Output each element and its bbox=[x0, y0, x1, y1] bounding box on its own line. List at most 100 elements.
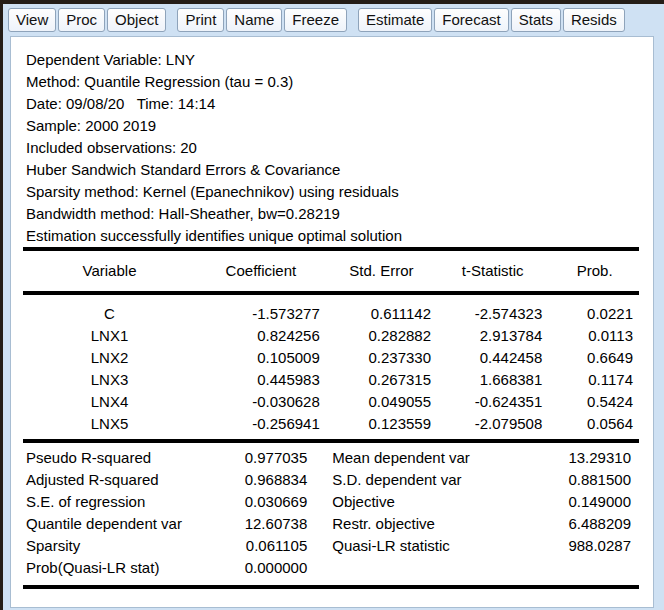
stat-label: Restr. objective bbox=[307, 513, 505, 535]
stat-label: Pseudo R-squared bbox=[23, 447, 208, 469]
coefficient-cell: -0.030628 bbox=[196, 391, 326, 413]
sample-line: Sample: 2000 2019 bbox=[11, 115, 653, 137]
stat-label: Adjusted R-squared bbox=[23, 469, 208, 491]
bandwidth-method-line: Bandwidth method: Hall-Sheather, bw=0.28… bbox=[11, 203, 653, 225]
list-item: Pseudo R-squared 0.977035 Mean dependent… bbox=[23, 447, 641, 469]
prob-cell: 0.6649 bbox=[548, 347, 641, 369]
col-header-variable: Variable bbox=[23, 251, 196, 291]
stat-value: 12.60738 bbox=[208, 513, 307, 535]
prob-cell: 0.0221 bbox=[548, 303, 641, 325]
coefficient-table-header-row: Variable Coefficient Std. Error t-Statis… bbox=[23, 251, 641, 291]
stat-value: 6.488209 bbox=[505, 513, 641, 535]
std-error-cell: 0.282882 bbox=[326, 325, 437, 347]
stat-label: Prob(Quasi-LR stat) bbox=[23, 557, 208, 579]
stat-value: 988.0287 bbox=[505, 535, 641, 557]
t-statistic-cell: 1.668381 bbox=[437, 369, 548, 391]
coefficient-cell: -0.256941 bbox=[196, 413, 326, 435]
list-item: Prob(Quasi-LR stat) 0.000000 bbox=[23, 557, 641, 579]
coefficient-cell: 0.445983 bbox=[196, 369, 326, 391]
variable-cell: LNX4 bbox=[23, 391, 196, 413]
list-item: Sparsity 0.061105 Quasi-LR statistic 988… bbox=[23, 535, 641, 557]
col-header-t-statistic: t-Statistic bbox=[437, 251, 548, 291]
stat-label: Quasi-LR statistic bbox=[307, 535, 505, 557]
stat-label: Mean dependent var bbox=[307, 447, 505, 469]
t-statistic-cell: 0.442458 bbox=[437, 347, 548, 369]
object-button[interactable]: Object bbox=[107, 8, 166, 32]
stat-label bbox=[307, 557, 505, 579]
stat-value bbox=[505, 557, 641, 579]
name-button[interactable]: Name bbox=[226, 8, 282, 32]
eviews-equation-window: View Proc Object Print Name Freeze Estim… bbox=[0, 0, 664, 610]
freeze-button[interactable]: Freeze bbox=[284, 8, 347, 32]
std-error-cell: 0.237330 bbox=[326, 347, 437, 369]
proc-button[interactable]: Proc bbox=[58, 8, 105, 32]
table-row: C -1.573277 0.611142 -2.574323 0.0221 bbox=[23, 303, 641, 325]
table-row: LNX2 0.105009 0.237330 0.442458 0.6649 bbox=[23, 347, 641, 369]
toolbar-group-estimate: Estimate Forecast Stats Resids bbox=[358, 8, 627, 32]
std-error-cell: 0.123559 bbox=[326, 413, 437, 435]
coefficient-cell: 0.105009 bbox=[196, 347, 326, 369]
double-rule-mid bbox=[23, 439, 639, 443]
stat-label: S.E. of regression bbox=[23, 491, 208, 513]
covariance-line: Huber Sandwich Standard Errors & Covaria… bbox=[11, 159, 653, 181]
stat-value: 0.977035 bbox=[208, 447, 307, 469]
table-row: LNX3 0.445983 0.267315 1.668381 0.1174 bbox=[23, 369, 641, 391]
t-statistic-cell: 2.913784 bbox=[437, 325, 548, 347]
coefficient-table-body: C -1.573277 0.611142 -2.574323 0.0221 LN… bbox=[23, 303, 641, 435]
list-item: Quantile dependent var 12.60738 Restr. o… bbox=[23, 513, 641, 535]
stat-value: 0.061105 bbox=[208, 535, 307, 557]
stat-value: 13.29310 bbox=[505, 447, 641, 469]
observations-line: Included observations: 20 bbox=[11, 137, 653, 159]
summary-statistics-table: Pseudo R-squared 0.977035 Mean dependent… bbox=[23, 447, 641, 579]
estimate-button[interactable]: Estimate bbox=[358, 8, 432, 32]
stat-value: 0.149000 bbox=[505, 491, 641, 513]
forecast-button[interactable]: Forecast bbox=[434, 8, 508, 32]
method-line: Method: Quantile Regression (tau = 0.3) bbox=[11, 71, 653, 93]
estimation-status-line: Estimation successfully identifies uniqu… bbox=[11, 225, 653, 247]
stat-label: Quantile dependent var bbox=[23, 513, 208, 535]
table-row: LNX1 0.824256 0.282882 2.913784 0.0113 bbox=[23, 325, 641, 347]
double-rule-bottom bbox=[23, 585, 639, 589]
variable-cell: LNX5 bbox=[23, 413, 196, 435]
stat-label: Sparsity bbox=[23, 535, 208, 557]
coefficient-table: Variable Coefficient Std. Error t-Statis… bbox=[23, 251, 641, 291]
date-time-line: Date: 09/08/20 Time: 14:14 bbox=[11, 93, 653, 115]
stat-label: S.D. dependent var bbox=[307, 469, 505, 491]
col-header-std-error: Std. Error bbox=[326, 251, 437, 291]
toolbar: View Proc Object Print Name Freeze Estim… bbox=[3, 4, 664, 36]
stat-label: Objective bbox=[307, 491, 505, 513]
std-error-cell: 0.611142 bbox=[326, 303, 437, 325]
prob-cell: 0.1174 bbox=[548, 369, 641, 391]
coefficient-cell: -1.573277 bbox=[196, 303, 326, 325]
list-item: S.E. of regression 0.030669 Objective 0.… bbox=[23, 491, 641, 513]
dependent-variable-line: Dependent Variable: LNY bbox=[11, 49, 653, 71]
table-row: LNX5 -0.256941 0.123559 -2.079508 0.0564 bbox=[23, 413, 641, 435]
std-error-cell: 0.049055 bbox=[326, 391, 437, 413]
variable-cell: LNX1 bbox=[23, 325, 196, 347]
toolbar-group-print: Print Name Freeze bbox=[177, 8, 349, 32]
coefficient-cell: 0.824256 bbox=[196, 325, 326, 347]
sparsity-method-line: Sparsity method: Kernel (Epanechnikov) u… bbox=[11, 181, 653, 203]
stat-value: 0.881500 bbox=[505, 469, 641, 491]
variable-cell: C bbox=[23, 303, 196, 325]
t-statistic-cell: -2.079508 bbox=[437, 413, 548, 435]
t-statistic-cell: -0.624351 bbox=[437, 391, 548, 413]
t-statistic-cell: -2.574323 bbox=[437, 303, 548, 325]
variable-cell: LNX3 bbox=[23, 369, 196, 391]
view-button[interactable]: View bbox=[8, 8, 56, 32]
print-button[interactable]: Print bbox=[177, 8, 224, 32]
list-item: Adjusted R-squared 0.968834 S.D. depende… bbox=[23, 469, 641, 491]
std-error-cell: 0.267315 bbox=[326, 369, 437, 391]
toolbar-group-object: View Proc Object bbox=[8, 8, 168, 32]
prob-cell: 0.0564 bbox=[548, 413, 641, 435]
col-header-coefficient: Coefficient bbox=[196, 251, 326, 291]
stat-value: 0.000000 bbox=[208, 557, 307, 579]
resids-button[interactable]: Resids bbox=[563, 8, 625, 32]
estimation-output-pane[interactable]: Dependent Variable: LNY Method: Quantile… bbox=[10, 36, 654, 608]
col-header-prob: Prob. bbox=[548, 251, 641, 291]
prob-cell: 0.0113 bbox=[548, 325, 641, 347]
stats-button[interactable]: Stats bbox=[511, 8, 561, 32]
stat-value: 0.030669 bbox=[208, 491, 307, 513]
stat-value: 0.968834 bbox=[208, 469, 307, 491]
variable-cell: LNX2 bbox=[23, 347, 196, 369]
